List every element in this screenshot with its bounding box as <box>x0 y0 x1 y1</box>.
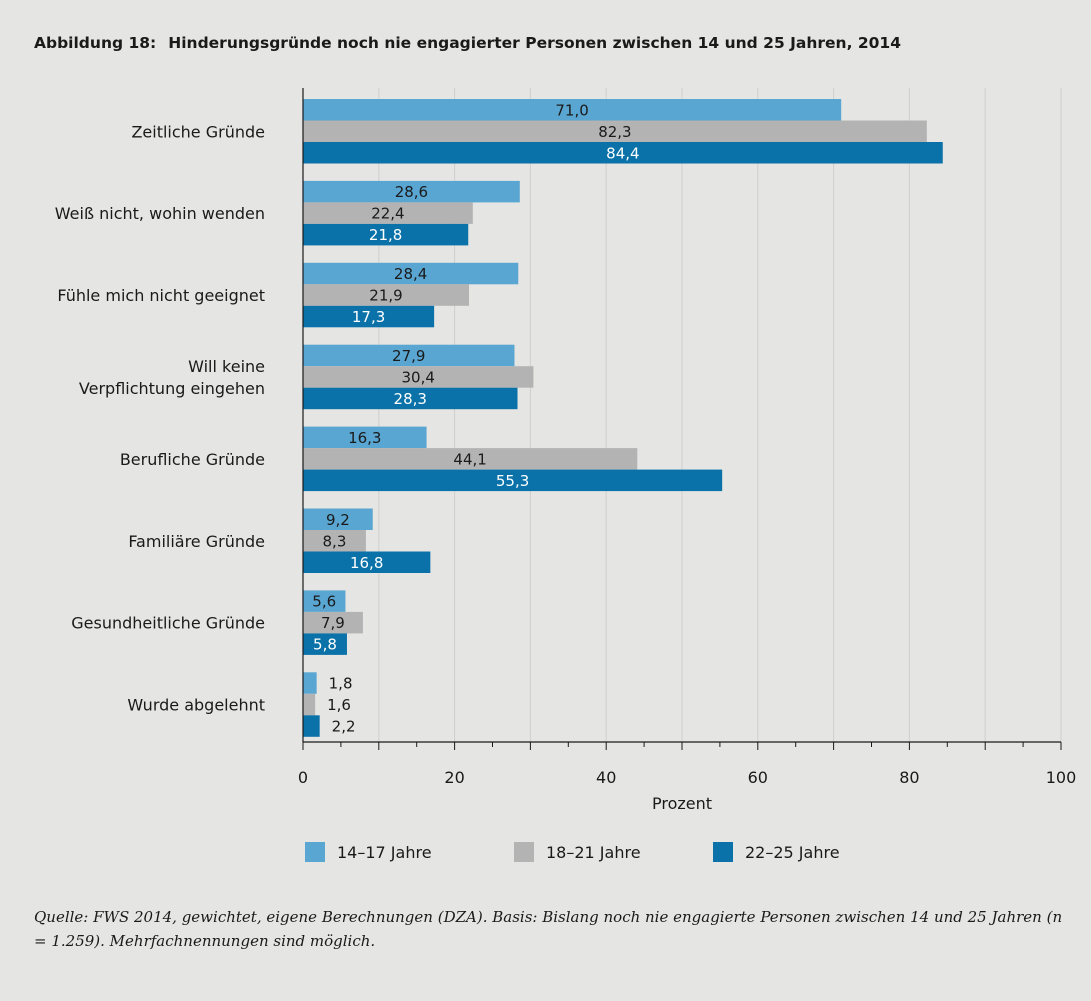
bar <box>303 715 320 737</box>
bar <box>303 99 842 121</box>
bar <box>303 284 470 306</box>
legend-swatch <box>514 842 534 862</box>
data-label: 9,2 <box>326 511 350 529</box>
data-label: 22,4 <box>371 205 404 223</box>
x-axis-title: Prozent <box>652 794 712 813</box>
bar <box>303 426 427 449</box>
data-label: 21,8 <box>369 226 402 244</box>
data-label: 71,0 <box>555 101 588 119</box>
bar <box>303 305 435 328</box>
data-label: 21,9 <box>369 287 402 305</box>
bar <box>303 508 373 530</box>
bar <box>303 672 317 694</box>
category-label: Fühle mich nicht geeignet <box>57 286 265 305</box>
data-label: 2,2 <box>332 718 356 736</box>
category-label: Will keine Verpflichtung eingehen <box>79 357 265 398</box>
data-label: 30,4 <box>402 368 435 386</box>
bar <box>303 366 534 388</box>
data-label: 28,4 <box>394 265 427 283</box>
figure-title: Abbildung 18: Hinderungsgründe noch nie e… <box>34 34 901 52</box>
bar <box>303 590 346 612</box>
legend-swatch <box>713 842 733 862</box>
category-label: Zeitliche Gründe <box>131 122 265 141</box>
x-tick-label: 40 <box>596 768 616 787</box>
data-label: 84,4 <box>606 144 639 162</box>
bar <box>303 142 943 164</box>
bar <box>303 223 469 246</box>
data-label: 28,6 <box>395 183 428 201</box>
source-note: Quelle: FWS 2014, gewichtet, eigene Bere… <box>34 908 1063 950</box>
bar <box>303 530 366 552</box>
x-tick-label: 80 <box>899 768 919 787</box>
figure-number: Abbildung 18: <box>34 34 157 52</box>
bar <box>303 693 316 716</box>
legend-label: 18–21 Jahre <box>546 843 641 862</box>
data-label: 16,8 <box>350 554 383 572</box>
data-label: 28,3 <box>394 390 427 408</box>
bar <box>303 262 519 285</box>
bar <box>303 120 927 142</box>
category-label: Wurde abgelehnt <box>127 696 265 715</box>
bar <box>303 633 347 655</box>
bar <box>303 448 638 470</box>
bar <box>303 551 431 573</box>
data-label: 17,3 <box>352 308 385 326</box>
bar-chart: 71,0 82,3 84,4 Zeitliche Gründe 28,6 22,4 21,8… <box>55 88 1077 862</box>
category-label: Familiäre Gründe <box>128 532 265 551</box>
bar <box>303 387 518 410</box>
x-tick-label: 20 <box>444 768 464 787</box>
legend-label: 14–17 Jahre <box>337 843 432 862</box>
legend-label: 22–25 Jahre <box>745 843 840 862</box>
data-label: 5,8 <box>313 636 337 654</box>
data-label: 8,3 <box>323 532 347 550</box>
x-tick-label: 100 <box>1046 768 1077 787</box>
data-label: 5,6 <box>312 593 336 611</box>
bar <box>303 180 520 203</box>
data-label: 16,3 <box>348 429 381 447</box>
data-label: 55,3 <box>496 472 529 490</box>
category-label: Gesundheitliche Gründe <box>71 614 265 633</box>
data-label: 1,8 <box>329 675 353 693</box>
data-label: 27,9 <box>392 347 425 365</box>
category-label: Weiß nicht, wohin wenden <box>55 204 265 223</box>
data-label: 44,1 <box>453 450 486 468</box>
data-label: 7,9 <box>321 614 345 632</box>
bar <box>303 202 473 224</box>
bar <box>303 469 723 492</box>
figure-title-text: Hinderungsgründe noch nie engagierter Pe… <box>168 34 901 52</box>
data-label: 1,6 <box>327 696 351 714</box>
x-tick-label: 0 <box>298 768 308 787</box>
x-tick-label: 60 <box>748 768 768 787</box>
bar <box>303 344 515 367</box>
data-label: 82,3 <box>598 123 631 141</box>
category-label: Berufliche Gründe <box>120 450 265 469</box>
legend-swatch <box>305 842 325 862</box>
bar <box>303 611 363 634</box>
